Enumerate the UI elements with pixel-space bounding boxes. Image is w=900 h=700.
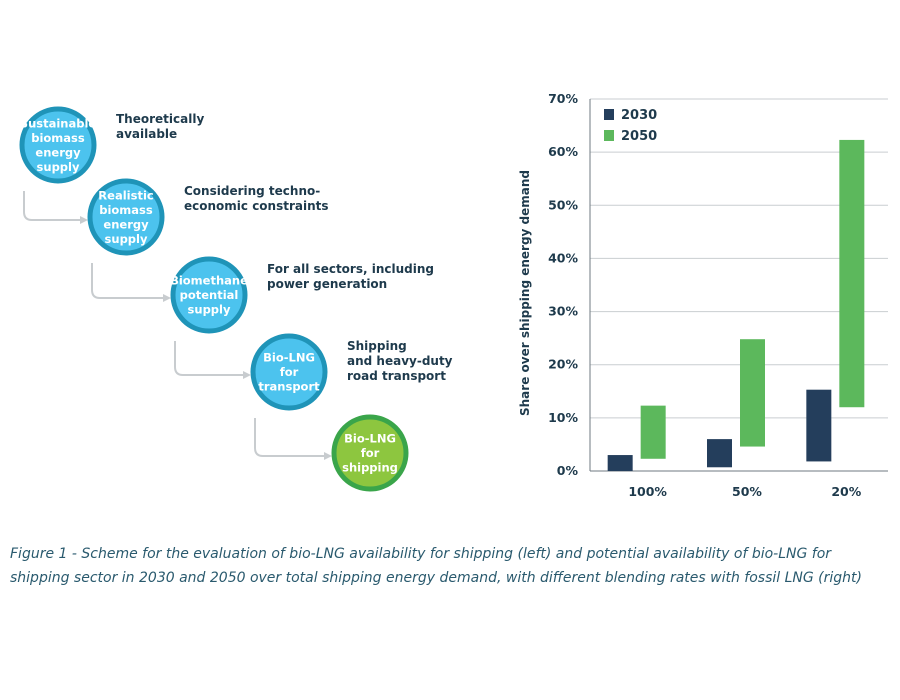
bar-2050-20% (839, 139, 865, 408)
y-tick-label: 70% (548, 91, 578, 106)
flow-node-description: Theoretically (116, 112, 204, 126)
flow-node-description: Considering techno- (184, 184, 320, 198)
legend-swatch-2030 (604, 109, 614, 120)
connector-line (23, 191, 82, 221)
flow-node-label: supply (188, 303, 231, 317)
flow-node-label: shipping (342, 461, 398, 475)
bar-chart: 0% 10% 20% 30% 40% 50% 60% 70% Share over shippi… (518, 91, 888, 499)
connector-arrowhead (80, 216, 88, 224)
y-tick-label: 40% (548, 250, 578, 265)
flow-node-label: supply (37, 160, 80, 174)
flow-node-label: biomass (31, 131, 85, 145)
legend-label: 2030 (621, 108, 657, 123)
bar-2030-100% (607, 455, 633, 471)
flow-node-circle (250, 333, 328, 411)
flow-node-label: Sustainable (20, 116, 97, 130)
flow-node-circle (87, 178, 165, 256)
connector-line (254, 418, 326, 457)
flow-node-label: potential (180, 288, 239, 302)
y-tick-label: 50% (548, 197, 578, 212)
legend-label: 2050 (621, 129, 657, 144)
y-tick-label: 0% (557, 463, 579, 478)
flow-node-description: For all sectors, including (267, 262, 434, 276)
connector-arrowhead (243, 371, 251, 379)
legend-swatch-2050 (604, 130, 614, 141)
flow-node-label: Biomethane (170, 274, 248, 288)
connector-arrowhead (163, 294, 171, 302)
flow-node-description: Shipping (347, 339, 407, 353)
y-tick-label: 10% (548, 410, 578, 425)
flow-node-label: Bio-LNG (263, 351, 315, 365)
x-tick-label: 50% (732, 484, 762, 499)
flow-node-description: power generation (267, 277, 387, 291)
y-axis-title: Share over shipping energy demand (518, 170, 532, 416)
bar-2030-20% (806, 389, 832, 462)
flow-node-label: biomass (99, 203, 153, 217)
flow-node-label: for (361, 446, 380, 460)
flow-node-label: Realistic (98, 188, 154, 202)
flow-node-description: economic constraints (184, 199, 329, 213)
flow-node-circle (331, 414, 409, 492)
flow-node-label: Bio-LNG (344, 432, 396, 446)
connector-line (91, 263, 165, 299)
y-tick-label: 60% (548, 144, 578, 159)
flow-node-label: energy (35, 145, 81, 159)
bar-2030-50% (707, 439, 732, 468)
connector-line (174, 341, 245, 376)
flow-node-label: supply (105, 232, 148, 246)
bar-2050-100% (640, 405, 666, 459)
flow-node-label: for (280, 365, 299, 379)
flow-node-description: and heavy-duty (347, 354, 453, 368)
bar-2050-50% (740, 339, 765, 447)
flow-node-label: transport (258, 380, 320, 394)
x-tick-label: 100% (628, 484, 667, 499)
x-tick-label: 20% (831, 484, 861, 499)
flow-node-circle (170, 256, 248, 334)
flow-node-label: energy (103, 217, 149, 231)
y-tick-label: 30% (548, 304, 578, 319)
flow-node-description: available (116, 127, 177, 141)
flow-node-description: road transport (347, 369, 446, 383)
flow-node-circle (19, 106, 97, 184)
flow-diagram: SustainablebiomassenergysupplyTheoretica… (19, 106, 453, 492)
connector-arrowhead (324, 452, 332, 460)
y-tick-label: 20% (548, 357, 578, 372)
figure-caption: Figure 1 - Scheme for the evaluation of … (10, 546, 862, 586)
